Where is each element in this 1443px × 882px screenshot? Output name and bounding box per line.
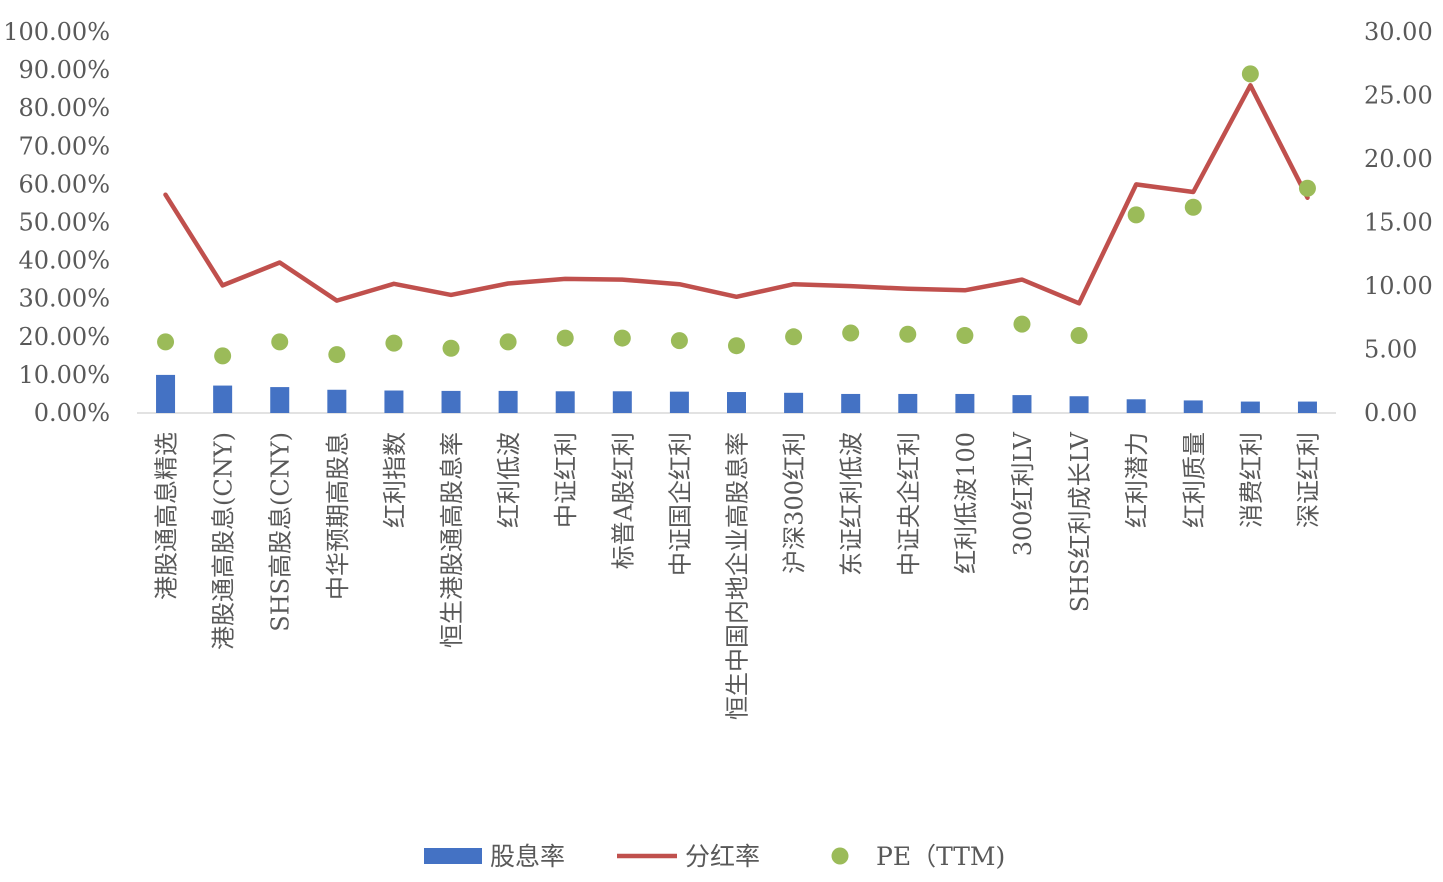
legend-swatch-pe-ttm [831, 847, 849, 865]
x-category-label: 红利潜力 [1123, 432, 1151, 528]
y-right-tick-label: 0.00 [1364, 399, 1417, 427]
bar-股息率 [555, 391, 575, 413]
point-pe-ttm [1184, 198, 1202, 216]
y-left-tick-label: 50.00% [18, 209, 110, 237]
x-category-label: 中证国企红利 [666, 432, 694, 576]
bar-股息率 [612, 391, 632, 413]
bar-股息率 [441, 390, 461, 413]
point-pe-ttm [670, 332, 688, 350]
bar-股息率 [1069, 396, 1089, 413]
y-right-tick-label: 30.00 [1364, 18, 1433, 46]
x-category-label: 中证红利 [552, 432, 580, 528]
y-left-tick-label: 40.00% [18, 247, 110, 275]
y-right-tick-label: 20.00 [1364, 145, 1433, 173]
x-category-label: 东证红利低波 [838, 432, 866, 576]
line-分红率 [163, 83, 1310, 306]
point-pe-ttm [956, 327, 974, 345]
point-pe-ttm [613, 329, 631, 347]
bar-股息率 [1183, 400, 1203, 413]
x-category-label: SHS高股息(CNY) [267, 432, 295, 632]
legend-label-分红率: 分红率 [685, 842, 760, 871]
y-left-tick-label: 100.00% [3, 18, 110, 46]
x-category-label: 深证红利 [1294, 432, 1322, 528]
x-category-label: 港股通高息精选 [153, 432, 181, 600]
bar-股息率 [327, 389, 347, 413]
point-pe-ttm [899, 325, 917, 343]
x-category-label: 红利指数 [381, 432, 409, 528]
bar-股息率 [841, 393, 861, 413]
y-right-tick-label: 5.00 [1364, 336, 1417, 364]
bar-股息率 [898, 393, 918, 413]
point-pe-ttm [842, 324, 860, 342]
bar-股息率 [1126, 399, 1146, 413]
x-category-label: 中华预期高股息 [324, 432, 352, 600]
point-pe-ttm [1070, 327, 1088, 345]
point-pe-ttm [785, 328, 803, 346]
x-category-label: 红利低波 [495, 432, 523, 528]
x-category-label: 标普A股红利 [609, 432, 637, 569]
y-left-tick-label: 90.00% [18, 56, 110, 84]
y-right-tick-label: 10.00 [1364, 272, 1433, 300]
point-pe-ttm [385, 334, 403, 352]
y-left-tick-label: 80.00% [18, 94, 110, 122]
bar-股息率 [384, 390, 404, 413]
x-category-label: 消费红利 [1237, 432, 1265, 528]
point-pe-ttm [499, 333, 517, 351]
point-pe-ttm [1013, 315, 1031, 333]
point-pe-ttm [442, 339, 460, 357]
point-pe-ttm [1298, 179, 1316, 197]
y-left-tick-label: 70.00% [18, 132, 110, 160]
x-category-label: 恒生港股通高股息率 [438, 432, 466, 648]
bar-股息率 [1012, 395, 1032, 413]
x-category-label: 港股通高股息(CNY) [210, 432, 238, 650]
bar-股息率 [498, 390, 518, 413]
legend-label-股息率: 股息率 [490, 842, 565, 871]
bar-股息率 [156, 374, 176, 413]
point-pe-ttm [728, 337, 745, 355]
x-category-label: 沪深300红利 [781, 432, 809, 574]
bar-股息率 [784, 392, 804, 413]
bar-股息率 [727, 392, 746, 413]
y-right-tick-label: 15.00 [1364, 209, 1433, 237]
point-pe-ttm [1127, 206, 1145, 224]
bar-股息率 [270, 387, 290, 413]
bar-股息率 [1240, 401, 1260, 413]
x-category-label: 红利质量 [1180, 432, 1208, 528]
y-right-tick-label: 25.00 [1364, 82, 1433, 110]
x-category-label: 300红利LV [1009, 431, 1037, 556]
bar-股息率 [669, 391, 689, 413]
point-pe-ttm [214, 347, 232, 365]
bar-股息率 [955, 393, 975, 413]
point-pe-ttm [157, 333, 175, 351]
x-category-label: SHS红利成长LV [1066, 431, 1094, 612]
point-pe-ttm [328, 346, 346, 364]
point-pe-ttm [1241, 65, 1259, 83]
x-category-label: 恒生中国内地企业高股息率 [724, 432, 752, 720]
y-left-tick-label: 20.00% [18, 323, 110, 351]
y-left-tick-label: 30.00% [18, 285, 110, 313]
legend-label-pe-ttm: PE（TTM) [876, 842, 1005, 871]
x-category-label: 红利低波100 [952, 432, 980, 574]
y-left-tick-label: 10.00% [18, 361, 110, 389]
y-left-tick-label: 60.00% [18, 170, 110, 198]
bar-股息率 [213, 385, 233, 413]
point-pe-ttm [271, 333, 289, 351]
point-pe-ttm [556, 329, 574, 347]
legend-swatch-股息率 [424, 848, 482, 864]
bar-股息率 [1297, 401, 1317, 413]
x-category-label: 中证央企红利 [895, 432, 923, 576]
y-left-tick-label: 0.00% [34, 399, 110, 427]
